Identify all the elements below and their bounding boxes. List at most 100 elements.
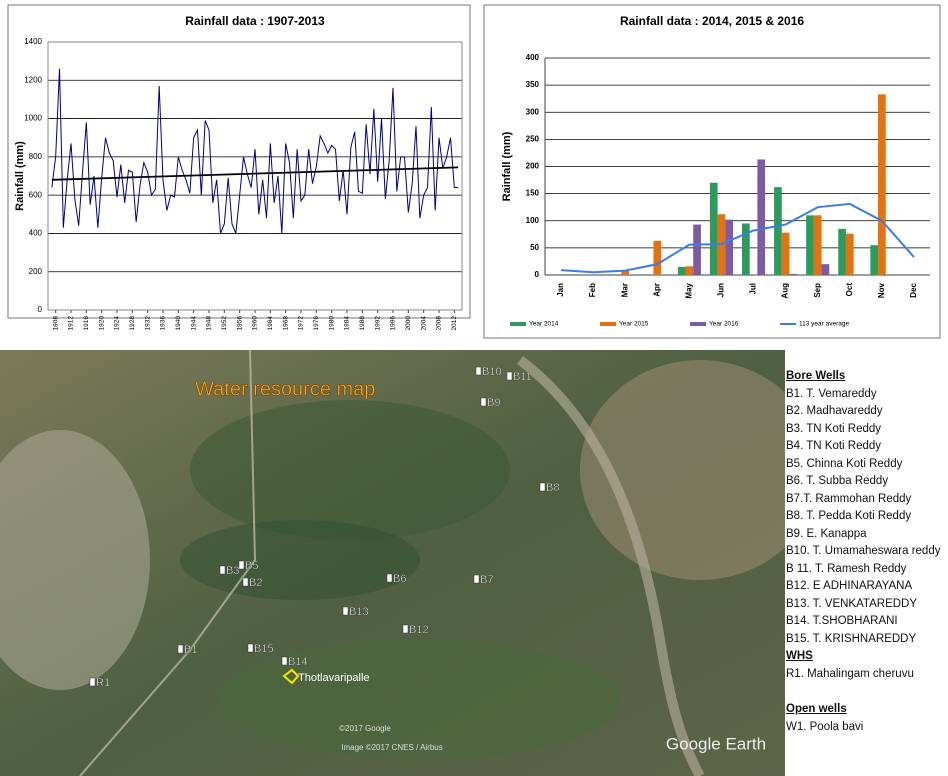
map-label: B11: [513, 371, 532, 383]
x-tick-label: May: [684, 282, 693, 298]
map-label: B10: [482, 366, 502, 378]
map-label: B3: [226, 565, 239, 577]
marker-icon: [247, 643, 254, 653]
x-tick-label: 1972: [298, 316, 305, 331]
x-tick-label: Apr: [652, 283, 661, 297]
legend-swatch: [510, 322, 526, 326]
x-tick-label: 1936: [160, 316, 167, 331]
map-label: B6: [393, 573, 406, 585]
marker-icon: [342, 606, 349, 616]
x-tick-label: 1908: [52, 316, 59, 331]
marker-icon: [238, 560, 245, 570]
x-tick-label: 2008: [436, 316, 443, 331]
bar: [653, 240, 662, 275]
bar: [693, 224, 701, 275]
bar: [725, 219, 734, 275]
bar: [677, 266, 686, 275]
river: [516, 356, 705, 776]
x-tick-label: Sep: [813, 283, 822, 298]
map-label: B15: [254, 643, 274, 655]
y-tick-label: 400: [526, 53, 540, 62]
map-labels: B10 B11 B9 B8 B3 B5 B2 B6 B7 B13 B15 B14 B12 B1 R1 Wate…: [89, 366, 766, 753]
legend-label: 113 year average: [799, 321, 849, 328]
chart-frame: [7, 4, 471, 319]
legend-item: B4. TN Koti Reddy: [786, 440, 882, 452]
map-label: B7: [480, 574, 493, 586]
legend-item: W1. Poola bavi: [786, 720, 864, 733]
x-tick-label: 1960: [252, 316, 259, 331]
legend-swatch: [690, 322, 706, 326]
x-tick-label: 2012: [451, 316, 458, 331]
map-label: B1: [184, 644, 197, 656]
x-tick-label: Jun: [717, 283, 726, 297]
chart-frame: [483, 4, 941, 339]
legend-heading: Bore Wells: [786, 370, 846, 382]
y-tick-label: 1000: [24, 114, 42, 123]
legend-item: B7.T. Rammohan Reddy: [786, 492, 912, 505]
marker-icon: [386, 573, 393, 583]
x-tick-label: 1968: [282, 316, 289, 331]
x-tick-label: 1964: [267, 316, 274, 331]
data-line: [560, 202, 915, 274]
marker-icon: [480, 397, 487, 407]
x-tick-label: 1988: [359, 316, 366, 331]
bar: [813, 215, 822, 275]
map-label: B12: [409, 624, 429, 636]
data-line: [51, 68, 459, 234]
x-tick-label: 1992: [374, 316, 381, 331]
chart-title: Rainfall data : 1907-2013: [185, 14, 325, 28]
marker-icon: [219, 565, 226, 575]
legend-item: B12. E ADHINARAYANA: [786, 580, 913, 592]
bar: [774, 187, 782, 275]
bar: [845, 233, 854, 275]
bar: [870, 245, 879, 275]
terrain: [0, 430, 150, 690]
y-tick-label: 150: [526, 189, 540, 198]
y-tick-label: 200: [526, 162, 540, 171]
x-tick-label: 1920: [98, 316, 105, 331]
bar: [878, 94, 886, 275]
x-tick-label: 1996: [390, 316, 397, 331]
x-tick-label: Oct: [845, 283, 854, 297]
x-tick-label: Jan: [556, 283, 565, 297]
bar: [781, 232, 790, 275]
x-tick-label: 1916: [83, 316, 90, 331]
map-brand: Google Earth: [666, 734, 766, 753]
marker-icon: [473, 574, 480, 584]
legend-item: B 11. T. Ramesh Reddy: [786, 562, 907, 575]
legend-item: B14. T.SHOBHARANI: [786, 615, 898, 627]
y-tick-label: 50: [530, 243, 539, 252]
legend-item: B5. Chinna Koti Reddy: [786, 457, 903, 470]
bar: [741, 223, 750, 275]
legend-item: R1. Mahalingam cheruvu: [786, 667, 914, 680]
fields: [220, 640, 620, 760]
bar: [821, 264, 830, 275]
map-label: R1: [96, 677, 110, 689]
legend-label: Year 2015: [619, 321, 649, 328]
y-axis-label: Rainfall (mm): [14, 141, 26, 211]
road: [79, 349, 257, 776]
legend-label: Year 2016: [709, 321, 739, 328]
map-title: Water resource map: [195, 378, 375, 400]
x-tick-label: 2000: [405, 316, 412, 331]
x-tick-label: 1912: [68, 316, 75, 331]
legend-item: B9. E. Kanappa: [786, 527, 867, 540]
marker-icon: [402, 624, 409, 634]
y-tick-label: 1200: [24, 75, 42, 84]
legend-heading: WHS: [786, 650, 813, 662]
legend-item: B8. T. Pedda Koti Reddy: [786, 510, 912, 522]
map-label: B14: [288, 656, 308, 668]
village-label: Thotlavaripalle: [298, 672, 370, 684]
legend-item: B2. Madhavareddy: [786, 405, 883, 417]
bar: [806, 215, 814, 275]
y-tick-label: 350: [526, 80, 540, 89]
bar: [621, 270, 630, 275]
marker-icon: [281, 656, 288, 666]
map-label: B2: [249, 577, 262, 589]
fields: [190, 400, 510, 540]
bar: [838, 228, 846, 275]
map-credit: Image ©2017 CNES / Airbus: [341, 743, 443, 752]
map-label: B8: [546, 482, 559, 494]
